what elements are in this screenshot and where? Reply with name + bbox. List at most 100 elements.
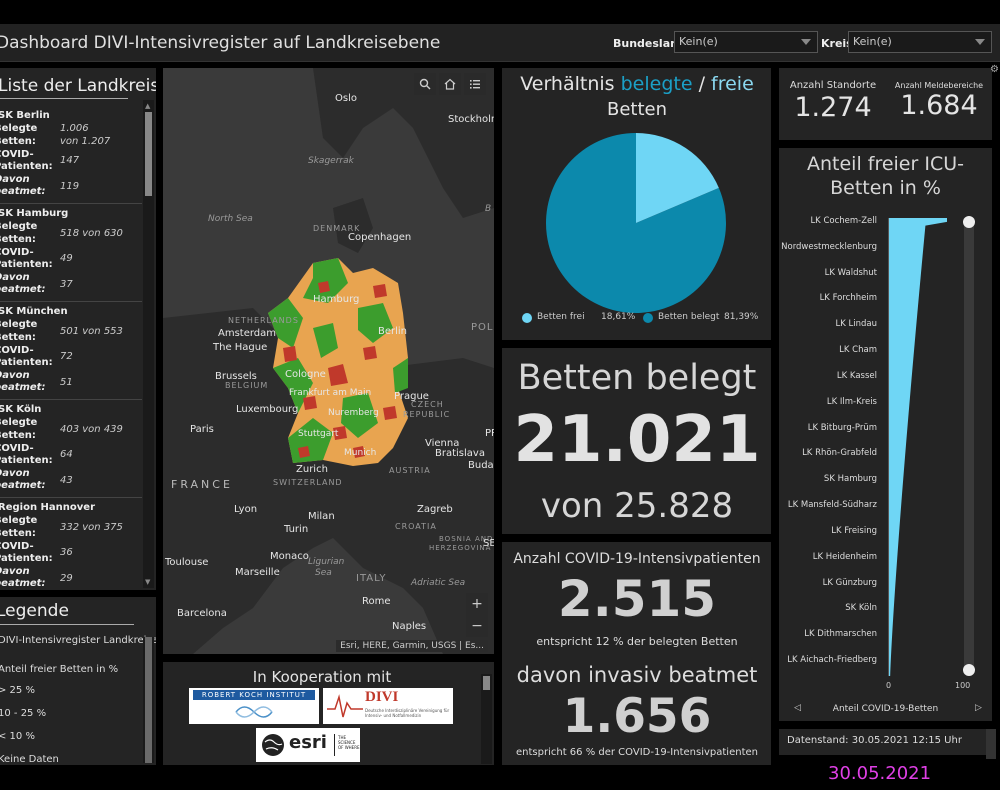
map-label-sea: North Sea bbox=[208, 214, 253, 224]
map-label-city: Brussels bbox=[215, 371, 257, 382]
chart-prev-icon[interactable]: ◁ bbox=[794, 703, 801, 713]
home-icon-button[interactable] bbox=[439, 73, 461, 95]
zoom-out-button[interactable]: − bbox=[466, 615, 488, 637]
map-label-city: Hamburg bbox=[313, 294, 360, 305]
chart-bars[interactable] bbox=[889, 218, 947, 676]
slider-handle-bottom[interactable] bbox=[963, 664, 975, 676]
basemap bbox=[163, 68, 494, 654]
label-davon: Davon bbox=[0, 566, 30, 577]
bed-ratio-panel: Verhältnis belegte / freie Betten Betten… bbox=[502, 68, 771, 340]
value-covid: 72 bbox=[60, 351, 73, 362]
chart-category-label: LK Heidenheim bbox=[812, 551, 877, 562]
list-item[interactable]: SK Köln Belegte Betten: 403 von 439 COVID-Pa… bbox=[0, 400, 142, 498]
page-scrollbar[interactable] bbox=[986, 729, 996, 759]
chart-switch-label[interactable]: Anteil COVID-19-Betten bbox=[832, 704, 939, 714]
legend-panel: Legende DIVI-Intensivregister Landkreise… bbox=[0, 597, 156, 765]
legend-item: < 10 % bbox=[0, 731, 35, 742]
chart-next-icon[interactable]: ▷ bbox=[975, 703, 982, 713]
map-label-country: POL bbox=[471, 322, 494, 333]
chart-category-label: LK Forchheim bbox=[819, 293, 877, 304]
label-patienten: Patienten: bbox=[0, 161, 53, 172]
title-underline bbox=[0, 624, 134, 625]
chart-category-label: LK Cham bbox=[839, 345, 877, 356]
map-label-country: FRANCE bbox=[171, 478, 233, 491]
value-beatmet: 51 bbox=[60, 377, 73, 388]
bundesland-value: Kein(e) bbox=[679, 35, 718, 48]
search-icon-button[interactable] bbox=[414, 73, 436, 95]
kreis-select[interactable]: Kein(e) bbox=[848, 31, 992, 53]
label-belegte: Belegte bbox=[0, 515, 38, 526]
legend-item: > 25 % bbox=[0, 685, 35, 696]
pie-title-freie: freie bbox=[711, 73, 754, 95]
germany-districts[interactable] bbox=[268, 258, 408, 466]
label-davon: Davon bbox=[0, 174, 30, 185]
list-title: Liste der Landkreise bbox=[0, 76, 156, 96]
slider-handle-top[interactable] bbox=[963, 216, 975, 228]
label-patienten: Patienten: bbox=[0, 455, 53, 466]
map-label-city: Monaco bbox=[270, 551, 309, 562]
divi-heartbeat-icon bbox=[327, 694, 363, 718]
invasiv-title: davon invasiv beatmet bbox=[516, 663, 758, 687]
map-label-city: Budap bbox=[468, 460, 494, 471]
legend-scroll-thumb[interactable] bbox=[145, 637, 152, 763]
list-item[interactable]: SK Hamburg Belegte Betten: 518 von 630 COVID… bbox=[0, 204, 142, 302]
rki-logo: ROBERT KOCH INSTITUT bbox=[189, 688, 319, 724]
settings-icon[interactable]: ⚙ bbox=[990, 64, 999, 75]
legend-item-label: 10 - 25 % bbox=[0, 708, 47, 719]
beds-occupied-panel: Betten belegt 21.021 von 25.828 bbox=[502, 348, 771, 534]
label-beatmet: beatmet: bbox=[0, 284, 46, 295]
label-beatmet: beatmet: bbox=[0, 578, 46, 589]
map-view[interactable]: Oslo Stockholm Skagerrak North Sea DENMA… bbox=[163, 68, 494, 654]
rki-helix-icon bbox=[235, 706, 273, 718]
list-item[interactable]: SK München Belegte Betten: 501 von 553 COVID… bbox=[0, 302, 142, 400]
label-betten: Betten: bbox=[0, 332, 36, 343]
value-covid: 49 bbox=[60, 253, 73, 264]
map-attribution: Esri, HERE, Garmin, USGS | Es... bbox=[336, 640, 488, 652]
cooperation-scroll-thumb[interactable] bbox=[483, 676, 490, 690]
value-beatmet: 119 bbox=[60, 181, 80, 192]
map-label-city: Naples bbox=[392, 621, 427, 632]
scroll-down-icon[interactable]: ▼ bbox=[145, 578, 151, 586]
legend-dot-belegt bbox=[643, 313, 653, 323]
covid-value: 2.515 bbox=[557, 570, 717, 628]
value-beatmet: 29 bbox=[60, 573, 73, 584]
map-label-country: NETHERLANDS bbox=[228, 316, 299, 325]
map-label-country: BELGIUM bbox=[225, 381, 269, 390]
legend-title: Legende bbox=[0, 601, 69, 621]
covid-title: Anzahl COVID-19-Intensivpatienten bbox=[513, 551, 761, 567]
list-item[interactable]: SK Berlin Belegte Betten: 1.006 von 1.207 COV… bbox=[0, 106, 142, 204]
label-davon: Davon bbox=[0, 370, 30, 381]
divi-logo-subtitle: Deutsche Interdisziplinäre Vereinigung f… bbox=[365, 708, 450, 718]
label-belegte: Belegte bbox=[0, 221, 38, 232]
map-label-country: CROATIA bbox=[395, 522, 437, 531]
chart-category-label: LK Ilm-Kreis bbox=[826, 396, 877, 407]
pie-title-line1: Verhältnis belegte / freie bbox=[502, 73, 771, 95]
scroll-up-icon[interactable]: ▲ bbox=[145, 102, 151, 110]
map-label-country: REPUBLIC bbox=[403, 410, 451, 419]
map-label-city: Cologne bbox=[285, 369, 326, 380]
zoom-in-button[interactable]: + bbox=[466, 593, 488, 615]
legend-scrollbar[interactable] bbox=[143, 637, 154, 763]
cooperation-title: In Kooperation mit bbox=[252, 668, 392, 686]
list-scrollbar[interactable]: ▲ ▼ bbox=[143, 100, 154, 588]
map-label-city: Bratislava bbox=[435, 448, 485, 459]
map-label-city: Munich bbox=[344, 448, 377, 458]
bundesland-select[interactable]: Kein(e) bbox=[674, 31, 818, 53]
chart-category-label: LK Waldshut bbox=[824, 267, 877, 278]
legend-list-icon-button[interactable] bbox=[464, 73, 486, 95]
cooperation-scrollbar[interactable] bbox=[481, 674, 492, 764]
divi-logo-text: DIVI bbox=[365, 689, 399, 705]
map-label-city: Rome bbox=[362, 596, 391, 607]
label-betten: Betten: bbox=[0, 430, 36, 441]
chart-range-slider[interactable] bbox=[964, 218, 974, 673]
chart-category-label: LK Bitburg-Prüm bbox=[807, 422, 877, 433]
list-scroll-thumb[interactable] bbox=[145, 112, 152, 196]
pie-legend-belegt-label: Betten belegt bbox=[658, 312, 720, 322]
district-name: SK Berlin bbox=[0, 110, 50, 121]
pie-slice-frei[interactable] bbox=[636, 133, 719, 223]
list-item[interactable]: Region Hannover Belegte Betten: 332 von 375… bbox=[0, 498, 142, 590]
label-belegte: Belegte bbox=[0, 123, 38, 134]
list-icon bbox=[470, 80, 480, 89]
label-covid: COVID- bbox=[0, 149, 34, 160]
search-icon bbox=[419, 78, 431, 90]
